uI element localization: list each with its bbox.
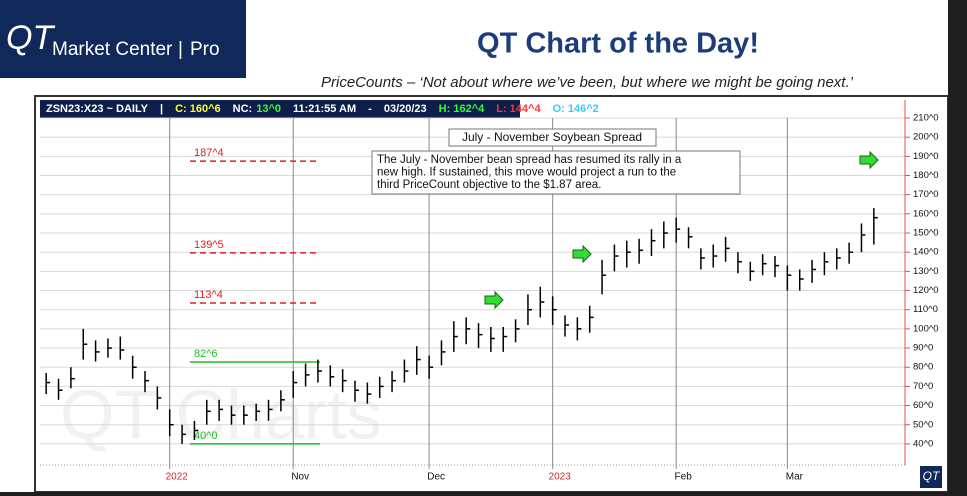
- y-tick-label: 80^0: [913, 362, 933, 373]
- x-tick-label: Feb: [675, 472, 693, 483]
- arrow: [572, 244, 592, 264]
- y-tick-label: 100^0: [913, 323, 939, 334]
- info-item: ZSN23:X23 ~ DAILY: [46, 103, 149, 115]
- corner-logo-box: [920, 466, 942, 488]
- info-bar: [40, 100, 520, 118]
- y-tick-label: 130^0: [913, 266, 939, 277]
- y-tick-label: 60^0: [913, 400, 933, 411]
- callout-line: The July - November bean spread has resu…: [377, 154, 682, 166]
- logo-box: [0, 0, 246, 78]
- y-tick-label: 150^0: [913, 228, 939, 239]
- logo-sep: |: [178, 39, 183, 60]
- callout-line: third PriceCount objective to the $1.87 …: [377, 179, 601, 191]
- y-tick-label: 110^0: [913, 304, 938, 315]
- x-tick-label: Dec: [427, 472, 445, 483]
- y-tick-label: 170^0: [913, 189, 939, 200]
- corner-logo: QT: [923, 469, 941, 483]
- info-item: C: 160^6: [175, 103, 221, 115]
- logo: QT: [6, 19, 55, 57]
- level-label: 113^4: [194, 289, 223, 301]
- y-tick-label: 160^0: [913, 208, 939, 219]
- logo-pro: Pro: [190, 39, 220, 60]
- info-item: |: [160, 103, 163, 115]
- arrow: [859, 150, 879, 170]
- x-tick-label: Nov: [291, 472, 309, 483]
- y-tick-label: 40^0: [913, 438, 933, 449]
- info-item: NC:: [233, 103, 253, 115]
- callout-title: July - November Soybean Spread: [462, 130, 642, 144]
- level-label: 139^5: [194, 239, 224, 251]
- callout-box: [371, 150, 741, 195]
- info-item: -: [368, 103, 372, 115]
- info-item: O: 146^2: [553, 103, 599, 115]
- logo-sub: Market Center: [52, 39, 173, 60]
- y-tick-label: 70^0: [913, 381, 933, 392]
- info-item: 13^0: [256, 103, 281, 115]
- right-edge: [948, 0, 967, 496]
- bottom-edge: [0, 492, 967, 496]
- y-tick-label: 50^0: [913, 419, 933, 430]
- info-item: 11:21:55 AM: [293, 103, 356, 115]
- x-tick-label: 2022: [166, 472, 189, 483]
- y-tick-label: 120^0: [913, 285, 939, 296]
- level-label: 187^4: [194, 147, 224, 159]
- y-tick-label: 90^0: [913, 343, 933, 354]
- y-tick-label: 210^0: [913, 113, 939, 124]
- x-tick-label: 2023: [549, 472, 572, 483]
- callout-title-box: [448, 128, 657, 147]
- watermark: QT Charts: [60, 375, 382, 453]
- y-tick-label: 180^0: [913, 170, 939, 181]
- y-tick-label: 190^0: [913, 151, 939, 162]
- info-item: 03/20/23: [384, 103, 427, 115]
- title: QT Chart of the Day!: [477, 28, 759, 60]
- callout-line: new high. If sustained, this move would …: [377, 167, 676, 179]
- x-tick-label: Mar: [786, 472, 804, 483]
- level-label: 82^6: [194, 348, 218, 360]
- plot: QT Charts 40^050^060^070^080^090^0100^011…: [40, 100, 939, 483]
- arrow: [484, 290, 504, 310]
- y-tick-label: 140^0: [913, 247, 939, 258]
- info-item: L: 144^4: [496, 103, 541, 115]
- level-label: 40^0: [194, 430, 218, 442]
- subtitle: PriceCounts – ‘Not about where we’ve bee…: [321, 74, 854, 91]
- info-item: H: 162^4: [439, 103, 485, 115]
- y-tick-label: 200^0: [913, 132, 939, 143]
